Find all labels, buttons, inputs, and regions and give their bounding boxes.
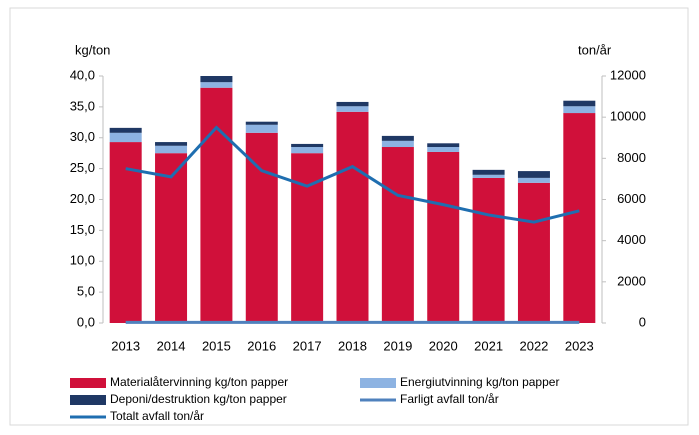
y-tick-label: 35,0 <box>70 98 95 113</box>
x-tick-label: 2014 <box>157 338 186 353</box>
y-tick-label: 40,0 <box>70 67 95 82</box>
chart-border <box>9 7 689 426</box>
bar-segment <box>517 171 550 178</box>
bar-segment <box>563 100 596 107</box>
x-tick-label: 2016 <box>247 338 276 353</box>
bar-segment <box>109 127 142 133</box>
y-tick-label: 10,0 <box>70 253 95 268</box>
x-tick-label: 2018 <box>338 338 367 353</box>
x-tick-label: 2017 <box>293 338 322 353</box>
bar-segment <box>336 111 369 323</box>
bar-segment <box>381 135 414 141</box>
legend-label: Deponi/destruktion kg/ton papper <box>110 392 287 406</box>
line-series <box>125 125 580 224</box>
y2-tick-label: 8000 <box>617 150 646 165</box>
y2-tick-label: 6000 <box>617 191 646 206</box>
bar-segment <box>472 174 505 178</box>
x-tick-label: 2019 <box>383 338 412 353</box>
bar-segment <box>427 143 460 148</box>
bar-segment <box>109 142 142 323</box>
x-tick-label: 2023 <box>565 338 594 353</box>
y-tick-label: 5,0 <box>77 284 95 299</box>
bar-segment <box>200 87 233 323</box>
bar-segment <box>563 106 596 114</box>
legend-label: Farligt avfall ton/år <box>400 392 499 406</box>
y-tick-label: 20,0 <box>70 191 95 206</box>
bar-segment <box>155 145 188 154</box>
y2-tick-label: 12000 <box>610 67 646 82</box>
bar-segment <box>155 142 188 146</box>
bar-segment <box>517 182 550 323</box>
x-tick-label: 2015 <box>202 338 231 353</box>
bar-segment <box>245 132 278 323</box>
bar-segment <box>517 177 550 183</box>
y-tick-label: 0,0 <box>77 314 95 329</box>
bar-segment <box>336 101 369 107</box>
bar-segment <box>200 82 233 88</box>
y-tick-label: 25,0 <box>70 160 95 175</box>
y-axis-label: kg/ton <box>75 42 110 57</box>
y2-axis-label: ton/år <box>578 42 612 57</box>
bar-segment <box>563 113 596 323</box>
bar-segment <box>291 147 324 154</box>
bar-segment <box>427 151 460 323</box>
x-tick-label: 2013 <box>111 338 140 353</box>
bar-segment <box>291 153 324 323</box>
bar-segment <box>472 177 505 323</box>
bar-segment <box>245 124 278 133</box>
x-tick-label: 2021 <box>474 338 503 353</box>
legend-label: Energiutvinning kg/ton papper <box>400 375 559 389</box>
y2-tick-label: 2000 <box>617 273 646 288</box>
legend-swatch <box>70 378 106 388</box>
y2-tick-label: 4000 <box>617 232 646 247</box>
legend-label: Materialåtervinning kg/ton papper <box>110 375 288 389</box>
bar-segment <box>200 76 233 83</box>
x-tick-label: 2020 <box>429 338 458 353</box>
bar-segment <box>245 121 278 125</box>
bar-segment <box>381 140 414 148</box>
y2-tick-label: 10000 <box>610 109 646 124</box>
bar-segment <box>291 143 324 148</box>
bar-segment <box>155 153 188 323</box>
legend-swatch <box>360 378 396 388</box>
bar-segment <box>427 147 460 152</box>
bar-segment <box>472 169 505 175</box>
legend-label: Totalt avfall ton/år <box>110 409 204 423</box>
bar-segment <box>109 132 142 143</box>
y-tick-label: 15,0 <box>70 222 95 237</box>
y-tick-label: 30,0 <box>70 129 95 144</box>
y2-tick-label: 0 <box>639 314 646 329</box>
legend-swatch <box>70 395 106 405</box>
bar-segment <box>381 147 414 323</box>
x-tick-label: 2022 <box>519 338 548 353</box>
bar-segment <box>336 106 369 112</box>
